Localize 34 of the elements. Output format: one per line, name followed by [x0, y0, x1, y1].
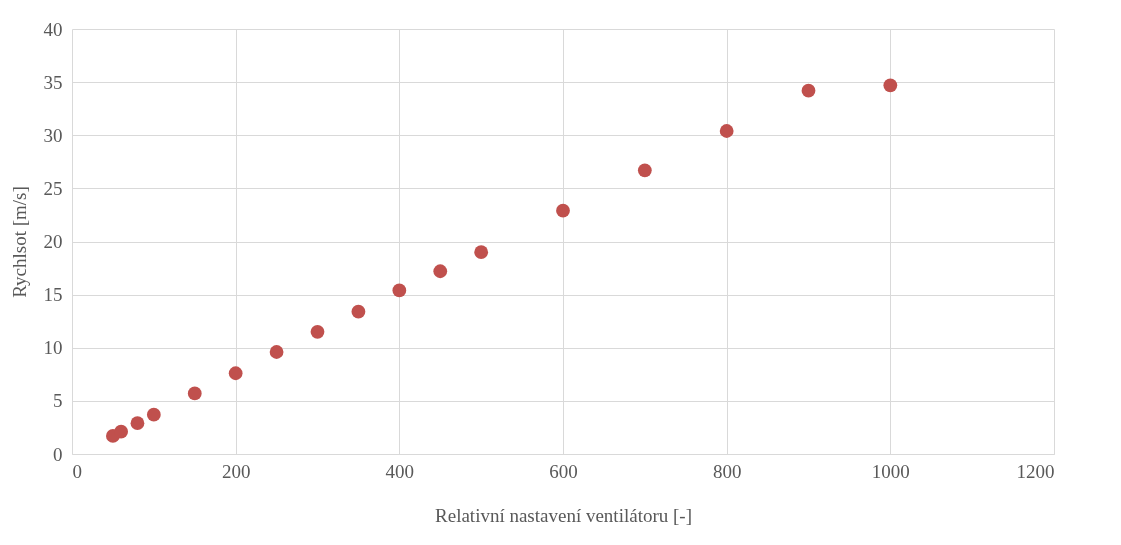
point [801, 83, 816, 98]
y-tick-label: 40 [43, 18, 63, 40]
x-tick-label: 800 [712, 460, 742, 482]
y-tick-label: 5 [53, 390, 63, 412]
point [433, 264, 448, 279]
point [556, 203, 570, 218]
y-axis-title: Rychlsot [m/s] [8, 186, 30, 298]
point [474, 245, 489, 259]
point [130, 416, 145, 431]
point [228, 366, 243, 381]
point [719, 124, 734, 138]
y-tick-label: 35 [43, 71, 63, 93]
point [114, 424, 128, 439]
point [883, 78, 898, 93]
x-tick-label: 200 [221, 460, 251, 482]
y-tick-label: 0 [53, 443, 63, 465]
point [146, 407, 161, 422]
point [637, 163, 652, 178]
point [269, 345, 284, 359]
x-tick-label: 0 [72, 460, 82, 482]
x-tick-label: 400 [385, 460, 415, 482]
y-tick-label: 20 [43, 231, 63, 252]
y-tick-label: 25 [43, 177, 63, 199]
x-tick-label: 1200 [1016, 460, 1055, 482]
x-tick-label: 1000 [871, 460, 910, 482]
x-tick-label: 600 [549, 460, 578, 482]
point [187, 386, 202, 401]
y-tick-label: 15 [43, 284, 63, 306]
y-tick-label: 10 [43, 337, 63, 359]
point [310, 324, 325, 339]
x-axis-title: Relativní nastavení ventilátoru [-] [435, 504, 692, 526]
point [351, 304, 366, 319]
y-tick-label: 30 [43, 124, 63, 146]
point [392, 283, 407, 298]
